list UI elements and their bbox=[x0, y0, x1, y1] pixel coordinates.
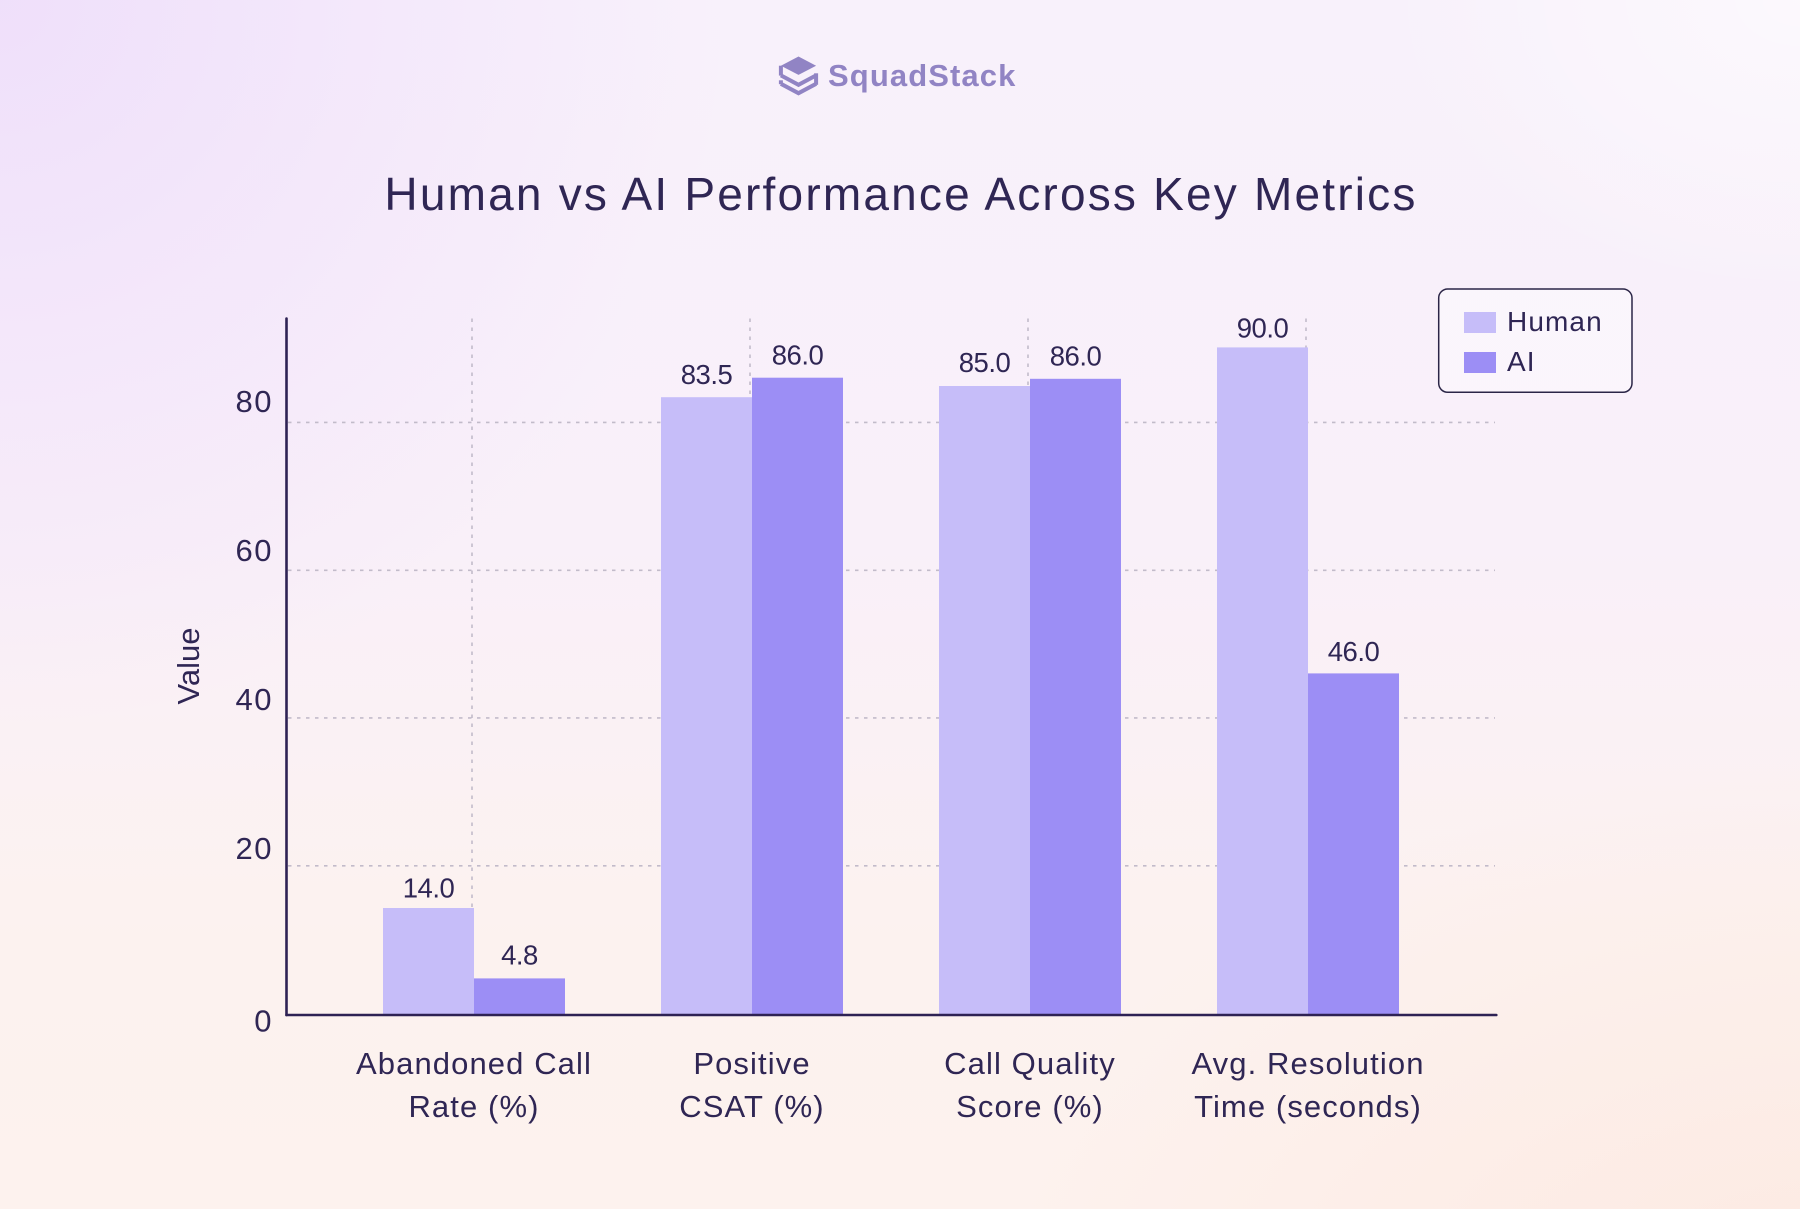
svg-text:90.0: 90.0 bbox=[1237, 313, 1289, 344]
svg-text:CSAT (%): CSAT (%) bbox=[679, 1089, 824, 1124]
svg-text:0: 0 bbox=[254, 1004, 273, 1039]
svg-text:Value: Value bbox=[171, 628, 206, 705]
svg-text:AI: AI bbox=[1507, 346, 1536, 377]
svg-text:Human: Human bbox=[1507, 306, 1603, 337]
svg-text:60: 60 bbox=[236, 533, 273, 568]
svg-text:85.0: 85.0 bbox=[959, 347, 1011, 378]
svg-text:Abandoned Call: Abandoned Call bbox=[356, 1046, 592, 1081]
svg-text:Score (%): Score (%) bbox=[956, 1089, 1104, 1124]
svg-text:Rate (%): Rate (%) bbox=[408, 1089, 539, 1124]
svg-text:SquadStack: SquadStack bbox=[828, 58, 1016, 93]
svg-text:4.8: 4.8 bbox=[501, 939, 538, 970]
svg-text:86.0: 86.0 bbox=[772, 340, 824, 371]
svg-text:40: 40 bbox=[236, 682, 273, 717]
svg-text:86.0: 86.0 bbox=[1050, 341, 1102, 372]
svg-text:20: 20 bbox=[236, 831, 273, 866]
svg-text:14.0: 14.0 bbox=[403, 873, 455, 904]
svg-text:Avg. Resolution: Avg. Resolution bbox=[1191, 1046, 1424, 1081]
svg-text:Time (seconds): Time (seconds) bbox=[1194, 1089, 1422, 1124]
svg-text:Call Quality: Call Quality bbox=[944, 1046, 1116, 1081]
svg-text:83.5: 83.5 bbox=[681, 359, 733, 390]
svg-text:80: 80 bbox=[236, 384, 273, 419]
svg-text:Positive: Positive bbox=[693, 1046, 810, 1081]
svg-text:46.0: 46.0 bbox=[1328, 636, 1380, 667]
svg-text:Human vs AI Performance Across: Human vs AI Performance Across Key Metri… bbox=[384, 168, 1417, 220]
